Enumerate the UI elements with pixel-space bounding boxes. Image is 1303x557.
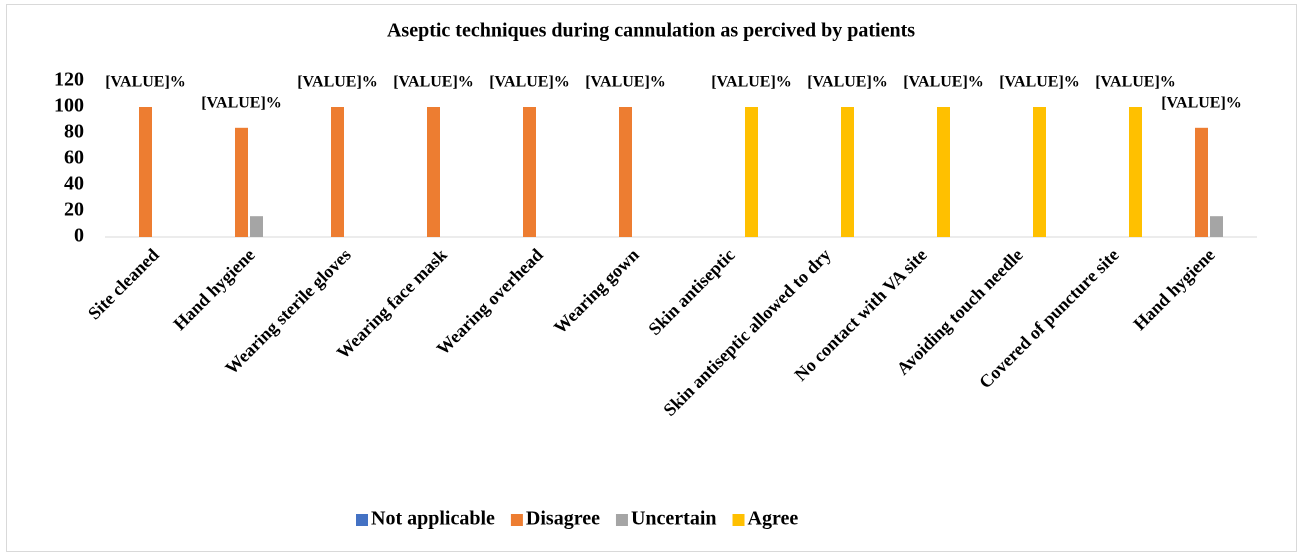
legend-swatch xyxy=(356,514,368,526)
bar xyxy=(619,107,632,237)
y-tick-label: 20 xyxy=(64,199,84,221)
data-label: [VALUE]% xyxy=(585,74,666,91)
legend-label: Not applicable xyxy=(371,508,495,530)
bar xyxy=(841,107,854,237)
legend-swatch xyxy=(510,514,523,526)
bar xyxy=(1129,107,1142,237)
data-label: [VALUE]% xyxy=(1095,74,1176,91)
bar xyxy=(1033,107,1046,237)
bar xyxy=(937,107,950,237)
y-tick-label: 0 xyxy=(74,225,84,247)
y-tick-label: 80 xyxy=(64,121,84,143)
bar xyxy=(523,107,536,237)
bar xyxy=(745,107,758,237)
bar xyxy=(1195,127,1208,237)
data-label: [VALUE]% xyxy=(393,74,474,91)
bar xyxy=(235,127,248,237)
data-label: [VALUE]% xyxy=(711,74,792,91)
data-label: [VALUE]% xyxy=(1161,94,1242,111)
data-label: [VALUE]% xyxy=(807,74,888,91)
y-tick-label: 100 xyxy=(54,95,84,117)
data-label: [VALUE]% xyxy=(297,74,378,91)
legend-swatch xyxy=(615,514,628,526)
y-tick-label: 40 xyxy=(64,173,84,195)
data-label: [VALUE]% xyxy=(903,74,984,91)
data-label: [VALUE]% xyxy=(489,74,570,91)
legend-label: Agree xyxy=(748,508,799,530)
legend-label: Disagree xyxy=(526,508,600,530)
chart-title: Aseptic techniques during cannulation as… xyxy=(387,20,915,42)
bar xyxy=(331,107,344,237)
data-label: [VALUE]% xyxy=(201,94,282,111)
legend-swatch xyxy=(732,514,745,526)
data-label: [VALUE]% xyxy=(105,74,186,91)
data-label: [VALUE]% xyxy=(999,74,1080,91)
chart-border xyxy=(6,4,1297,552)
bar xyxy=(427,107,440,237)
y-tick-label: 60 xyxy=(64,147,84,169)
bar xyxy=(1210,216,1223,237)
bar xyxy=(250,216,263,237)
legend-label: Uncertain xyxy=(631,508,717,530)
y-tick-label: 120 xyxy=(54,69,84,91)
bar xyxy=(139,107,152,237)
